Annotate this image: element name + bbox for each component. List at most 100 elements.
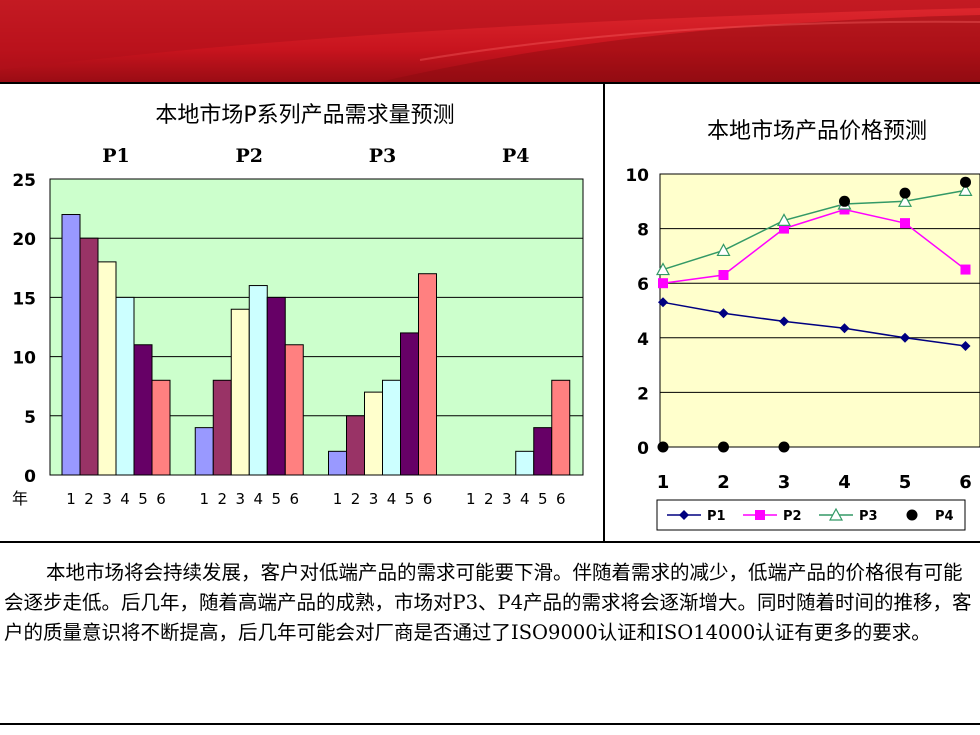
- demand-bar: [230, 308, 250, 476]
- demand-bar: [515, 450, 535, 476]
- price-point: [960, 264, 971, 275]
- demand-bar: [418, 273, 437, 476]
- price-point: [839, 195, 850, 207]
- demand-y-tick: 25: [12, 171, 36, 191]
- price-y-tick: 0: [637, 439, 649, 459]
- price-point: [718, 270, 729, 281]
- price-y-tick: 8: [637, 221, 649, 241]
- price-point: [658, 297, 668, 308]
- demand-bar: [266, 296, 286, 476]
- demand-year-tick: 6: [156, 490, 166, 508]
- price-series-line: [662, 189, 966, 271]
- demand-bar: [382, 379, 401, 476]
- demand-year-tick: 3: [235, 490, 245, 508]
- demand-bar: [115, 296, 135, 476]
- price-point: [779, 223, 789, 234]
- demand-y-tick: 10: [12, 349, 36, 369]
- demand-year-tick: 1: [333, 490, 343, 508]
- price-point: [779, 316, 789, 327]
- legend-label: P4: [935, 509, 954, 524]
- divider-horizontal: [0, 541, 980, 543]
- price-legend: P1 P2 P3 P4: [656, 499, 966, 531]
- price-point: [900, 218, 910, 229]
- price-point: [658, 278, 668, 289]
- description-paragraph: 本地市场将会持续发展，客户对低端产品的需求可能要下滑。伴随着需求的减少，低端产品…: [4, 561, 972, 644]
- price-point: [776, 213, 792, 227]
- demand-year-tick: 5: [138, 490, 148, 508]
- demand-bar: [61, 214, 81, 476]
- header-banner: [0, 0, 980, 82]
- demand-bar: [248, 285, 268, 476]
- demand-year-tick: 6: [423, 490, 433, 508]
- legend-swatch-marker: [828, 507, 844, 521]
- demand-bar: [533, 427, 553, 476]
- price-point: [839, 323, 850, 334]
- price-x-tick: 4: [838, 472, 851, 493]
- demand-year-tick: 5: [271, 490, 281, 508]
- demand-group-label: P1: [102, 145, 130, 167]
- price-series-line: [662, 208, 966, 284]
- price-point: [657, 441, 669, 453]
- legend-box: [656, 499, 966, 531]
- price-x-tick: 6: [959, 472, 972, 493]
- year-axis-label: 年: [12, 489, 28, 508]
- demand-year-tick: 4: [387, 490, 397, 508]
- demand-year-tick: 3: [369, 490, 379, 508]
- demand-year-tick: 1: [66, 490, 76, 508]
- demand-bar: [551, 379, 571, 476]
- divider-vertical: [603, 84, 605, 542]
- price-y-tick: 4: [637, 330, 649, 350]
- price-point: [960, 176, 971, 188]
- demand-bar: [212, 379, 232, 476]
- price-point: [899, 187, 911, 199]
- price-point: [960, 340, 971, 351]
- demand-group-label: P3: [369, 145, 397, 167]
- demand-group-label: P2: [235, 145, 263, 167]
- price-point: [900, 332, 910, 343]
- demand-bar: [194, 427, 214, 476]
- price-series-line: [662, 301, 966, 347]
- demand-bar: [328, 450, 347, 476]
- demand-year-tick: 2: [351, 490, 361, 508]
- demand-y-tick: 0: [24, 467, 36, 487]
- legend-swatch-marker: [679, 510, 689, 520]
- price-point: [778, 441, 790, 453]
- legend-swatch-marker: [755, 510, 765, 520]
- price-point: [718, 441, 729, 453]
- legend-label: P2: [783, 509, 802, 524]
- demand-chart-title: 本地市场P系列产品需求量预测: [155, 103, 454, 128]
- demand-year-tick: 4: [253, 490, 263, 508]
- demand-bar: [284, 344, 304, 476]
- price-point: [655, 262, 671, 276]
- price-chart-title: 本地市场产品价格预测: [707, 119, 927, 144]
- demand-year-tick: 2: [84, 490, 94, 508]
- demand-bar: [364, 391, 383, 476]
- demand-year-tick: 3: [102, 490, 112, 508]
- demand-bar: [79, 237, 99, 476]
- demand-bar: [400, 332, 419, 476]
- price-x-tick: 3: [778, 472, 791, 493]
- legend-label: P3: [859, 509, 878, 524]
- price-y-tick: 10: [625, 166, 649, 186]
- demand-year-tick: 5: [538, 490, 548, 508]
- price-y-tick: 6: [637, 275, 649, 295]
- demand-bar: [133, 344, 153, 476]
- demand-year-tick: 4: [120, 490, 130, 508]
- demand-year-tick: 2: [217, 490, 227, 508]
- demand-year-tick: 3: [502, 490, 512, 508]
- demand-year-tick: 4: [520, 490, 530, 508]
- price-y-tick: 2: [637, 384, 649, 404]
- divider-bottom: [0, 723, 980, 725]
- demand-bar: [97, 261, 117, 476]
- price-plot-area: [659, 173, 980, 448]
- demand-y-tick: 15: [12, 289, 36, 309]
- demand-year-tick: 1: [466, 490, 476, 508]
- price-x-tick: 2: [717, 472, 730, 493]
- price-x-tick: 1: [657, 472, 670, 493]
- legend-swatch-marker: [906, 509, 918, 521]
- demand-year-tick: 5: [405, 490, 415, 508]
- price-point: [716, 243, 731, 257]
- demand-year-tick: 6: [289, 490, 299, 508]
